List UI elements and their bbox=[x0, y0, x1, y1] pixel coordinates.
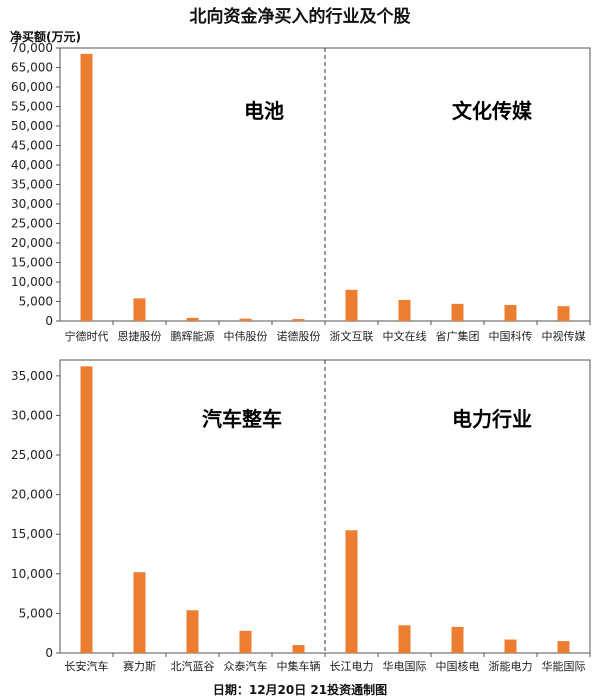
x-category-label: 恩捷股份 bbox=[118, 329, 162, 343]
x-category-label: 中国核电 bbox=[436, 659, 480, 673]
bar bbox=[451, 303, 464, 321]
x-category-label: 中伟股份 bbox=[224, 330, 268, 343]
y-tick-label: 25,000 bbox=[11, 217, 53, 231]
x-category-label: 华电国际 bbox=[383, 659, 427, 673]
sector-title: 电力行业 bbox=[452, 407, 532, 431]
x-category-label: 宁德时代 bbox=[65, 329, 109, 343]
x-category-label: 诺德股份 bbox=[277, 329, 321, 343]
x-category-label: 省广集团 bbox=[436, 329, 480, 343]
bar bbox=[345, 530, 358, 653]
x-category-label: 中国科传 bbox=[489, 329, 533, 343]
x-category-label: 中视传媒 bbox=[542, 329, 586, 343]
sector-title: 电池 bbox=[244, 99, 284, 123]
x-category-label: 浙能电力 bbox=[489, 659, 533, 673]
y-tick-label: 35,000 bbox=[11, 369, 53, 383]
bar bbox=[398, 625, 411, 653]
bar bbox=[186, 317, 199, 321]
sector-title: 文化传媒 bbox=[452, 99, 533, 123]
bar bbox=[133, 298, 146, 321]
bar bbox=[557, 641, 570, 653]
x-category-label: 众泰汽车 bbox=[224, 659, 268, 673]
y-tick-label: 50,000 bbox=[11, 119, 53, 133]
x-category-label: 鹏辉能源 bbox=[171, 329, 215, 343]
bar bbox=[80, 366, 93, 653]
y-tick-label: 10,000 bbox=[11, 567, 53, 581]
y-tick-label: 35,000 bbox=[11, 178, 53, 192]
bar bbox=[80, 53, 93, 321]
bar bbox=[186, 610, 199, 653]
bar bbox=[557, 306, 570, 321]
y-tick-label: 55,000 bbox=[11, 100, 53, 114]
bar bbox=[345, 289, 358, 321]
chart-footer: 日期：12月20日 21投资通制图 bbox=[212, 683, 388, 697]
y-tick-label: 0 bbox=[45, 314, 53, 328]
y-tick-label: 20,000 bbox=[11, 488, 53, 502]
x-category-label: 北汽蓝谷 bbox=[171, 659, 215, 673]
chart-title: 北向资金净买入的行业及个股 bbox=[189, 7, 411, 27]
y-axis-unit-label: 净买额(万元) bbox=[10, 30, 81, 44]
bar bbox=[239, 318, 252, 321]
y-tick-label: 15,000 bbox=[11, 256, 53, 270]
bar bbox=[451, 626, 464, 653]
bar bbox=[292, 645, 305, 653]
y-tick-label: 5,000 bbox=[19, 606, 53, 620]
y-tick-label: 10,000 bbox=[11, 275, 53, 289]
bottom-bar-panel: 0 5,000 10,000 15,000 20,000 25,000 30,000 35,0… bbox=[11, 359, 591, 673]
x-category-label: 华能国际 bbox=[542, 659, 586, 673]
bar bbox=[292, 319, 305, 321]
x-category-label: 浙文互联 bbox=[330, 329, 374, 343]
y-tick-label: 30,000 bbox=[11, 197, 53, 211]
sector-title: 汽车整车 bbox=[202, 407, 282, 431]
y-tick-label: 60,000 bbox=[11, 80, 53, 94]
y-tick-label: 25,000 bbox=[11, 448, 53, 462]
bar bbox=[239, 630, 252, 653]
y-tick-label: 65,000 bbox=[11, 61, 53, 75]
bar bbox=[504, 305, 517, 321]
y-tick-label: 5,000 bbox=[19, 295, 53, 309]
top-bar-panel: 0 5,000 10,000 15,000 20,000 25,000 30,000 35,0… bbox=[11, 41, 591, 343]
y-tick-label: 20,000 bbox=[11, 236, 53, 250]
y-tick-label: 15,000 bbox=[11, 527, 53, 541]
x-category-label: 长安汽车 bbox=[65, 659, 109, 673]
bar bbox=[398, 299, 411, 321]
y-tick-label: 0 bbox=[45, 646, 53, 660]
x-category-label: 中集车辆 bbox=[277, 659, 321, 673]
y-tick-label: 45,000 bbox=[11, 139, 53, 153]
bar bbox=[133, 572, 146, 653]
x-category-label: 长江电力 bbox=[330, 660, 374, 673]
y-tick-label: 70,000 bbox=[11, 41, 53, 55]
bar bbox=[504, 639, 517, 653]
y-tick-label: 40,000 bbox=[11, 158, 53, 172]
x-category-label: 中文在线 bbox=[383, 329, 427, 343]
y-tick-label: 30,000 bbox=[11, 408, 53, 422]
x-category-label: 赛力斯 bbox=[123, 659, 156, 673]
